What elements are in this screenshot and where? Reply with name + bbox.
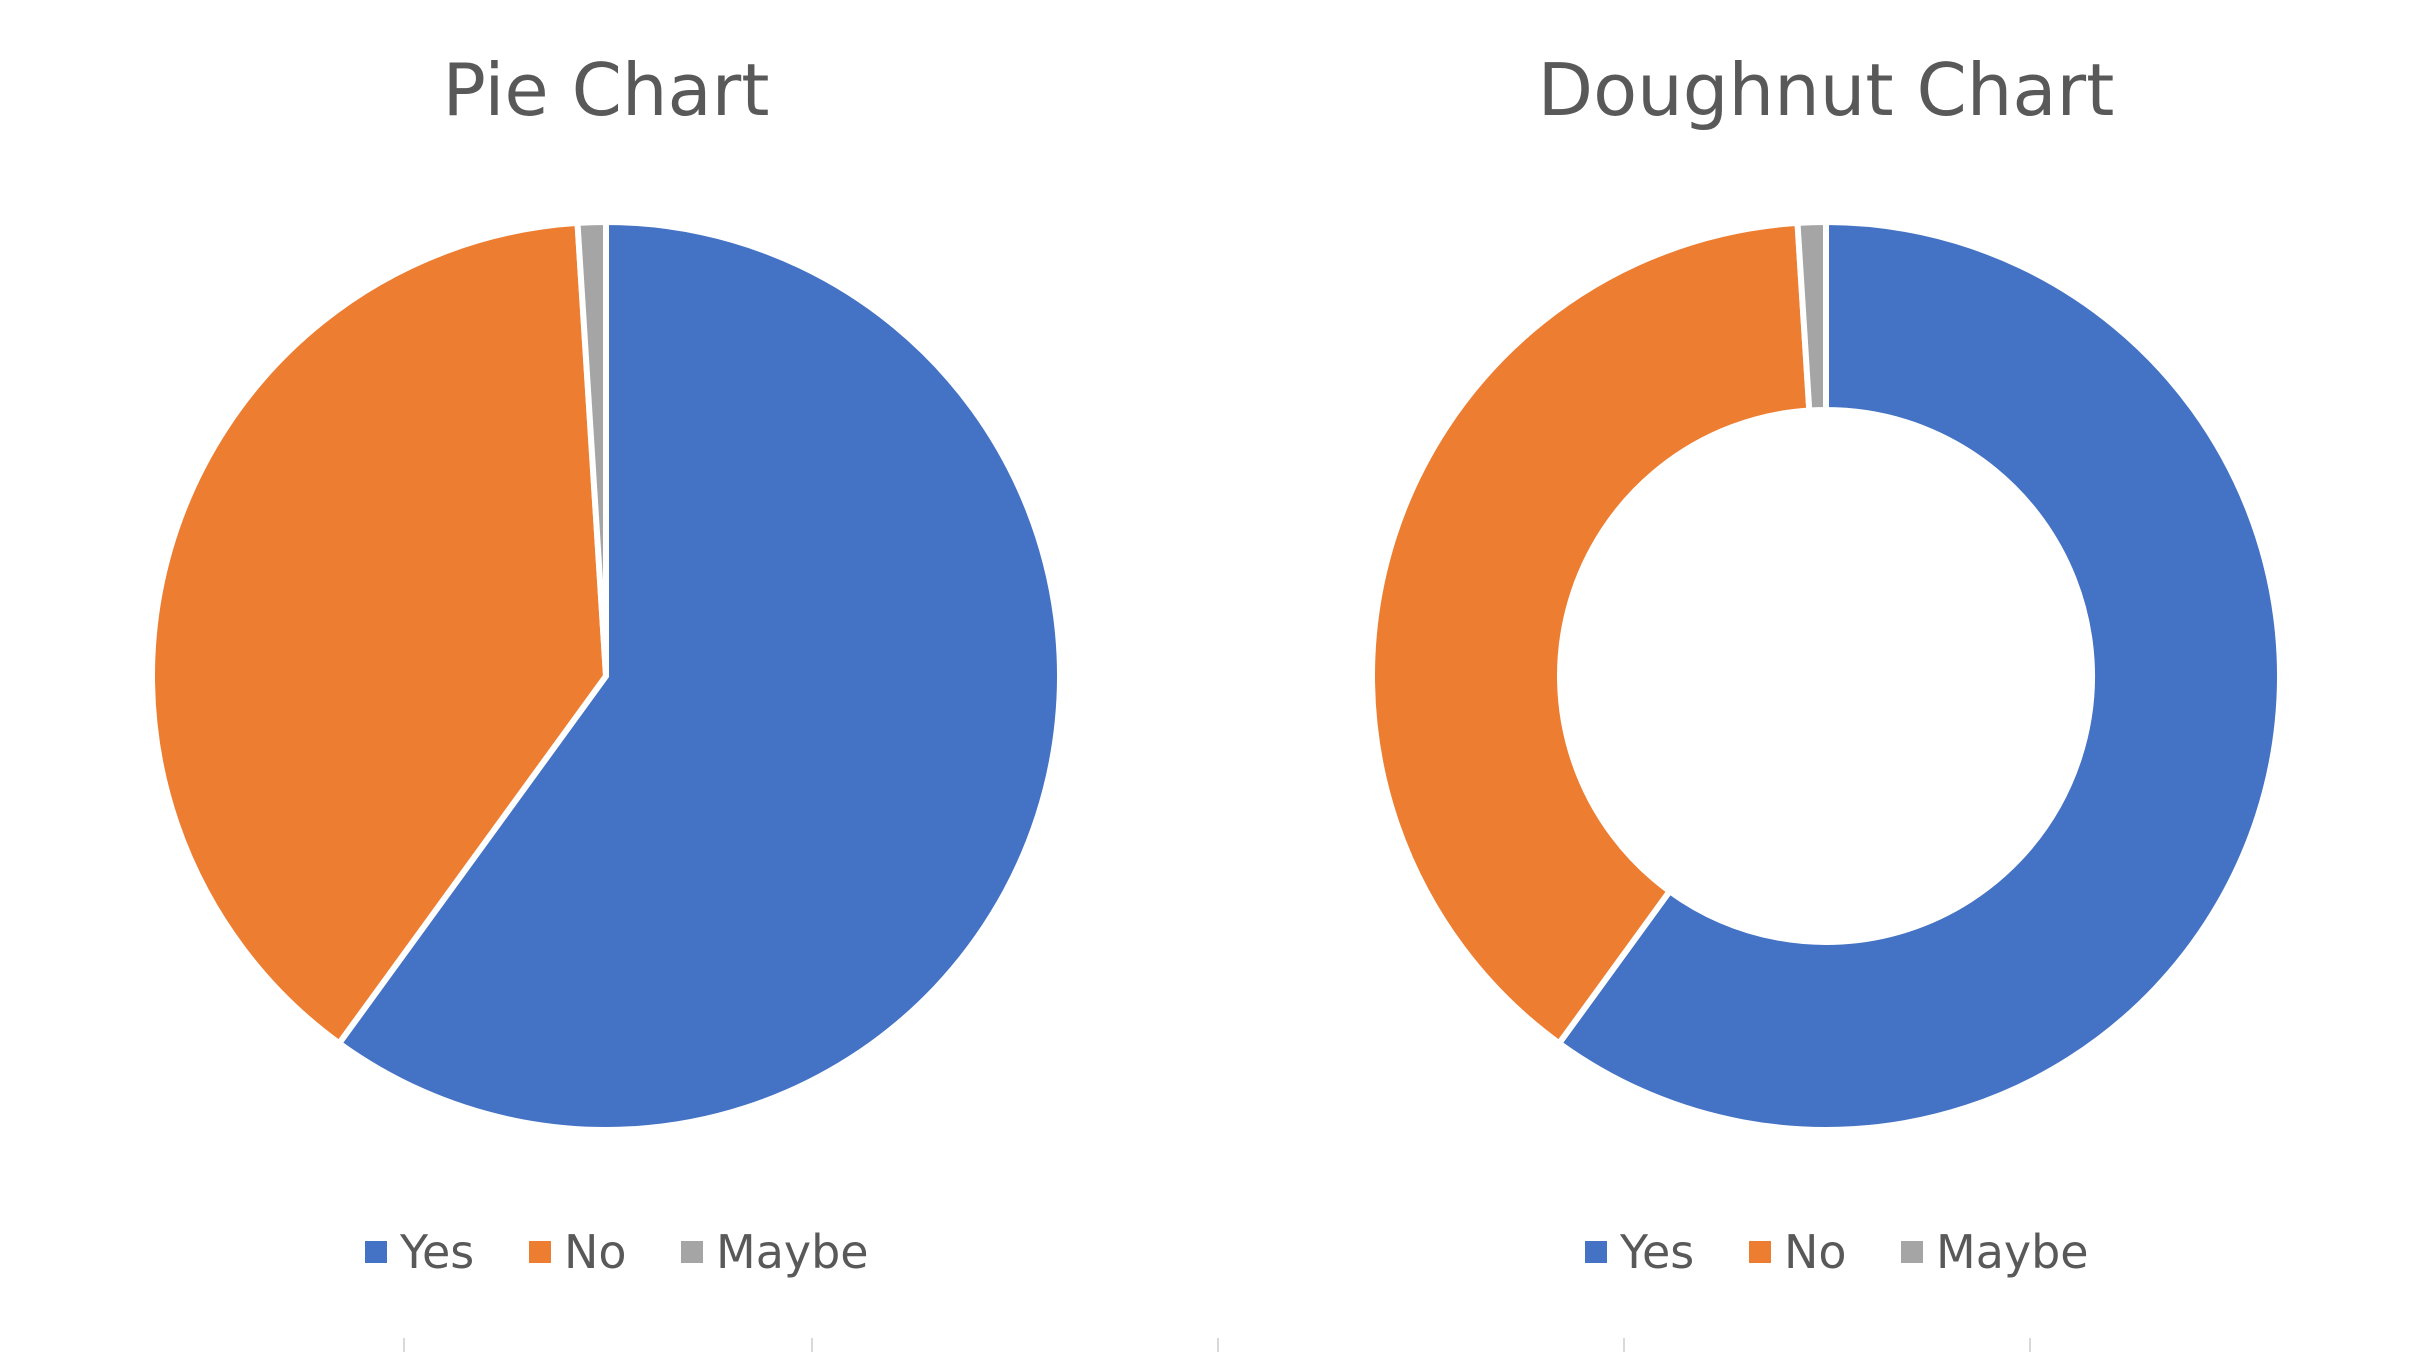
doughnut-slice-maybe: [1794, 219, 1829, 414]
pie-chart-title: Pie Chart: [443, 48, 770, 132]
doughnut-legend: Yes No Maybe: [1585, 1225, 2089, 1279]
doughnut-legend-label-maybe: Maybe: [1936, 1225, 2089, 1279]
doughnut-legend-swatch-maybe: [1901, 1241, 1923, 1263]
pie-legend-label-maybe: Maybe: [716, 1225, 869, 1279]
doughnut-legend-swatch-no: [1749, 1241, 1771, 1263]
doughnut-legend-swatch-yes: [1585, 1241, 1607, 1263]
pie-legend: Yes No Maybe: [365, 1225, 869, 1279]
pie-legend-swatch-maybe: [681, 1241, 703, 1263]
doughnut-chart-title: Doughnut Chart: [1538, 48, 2115, 132]
doughnut-slice-yes: [1556, 219, 2283, 1133]
pie-legend-swatch-no: [529, 1241, 551, 1263]
pie-legend-label-no: No: [564, 1225, 627, 1279]
pie-legend-swatch-yes: [365, 1241, 387, 1263]
doughnut-legend-label-no: No: [1784, 1225, 1847, 1279]
doughnut-slices: [1369, 219, 2283, 1133]
pie-slices: [149, 219, 1063, 1133]
pie-slice-yes: [336, 219, 1063, 1133]
doughnut-slice-no: [1369, 219, 1813, 1047]
doughnut-legend-label-yes: Yes: [1619, 1225, 1694, 1279]
bottom-ticks: [403, 1338, 2031, 1352]
pie-legend-label-yes: Yes: [399, 1225, 474, 1279]
pie-slice-no: [149, 219, 609, 1047]
pie-slice-maybe: [574, 219, 609, 679]
